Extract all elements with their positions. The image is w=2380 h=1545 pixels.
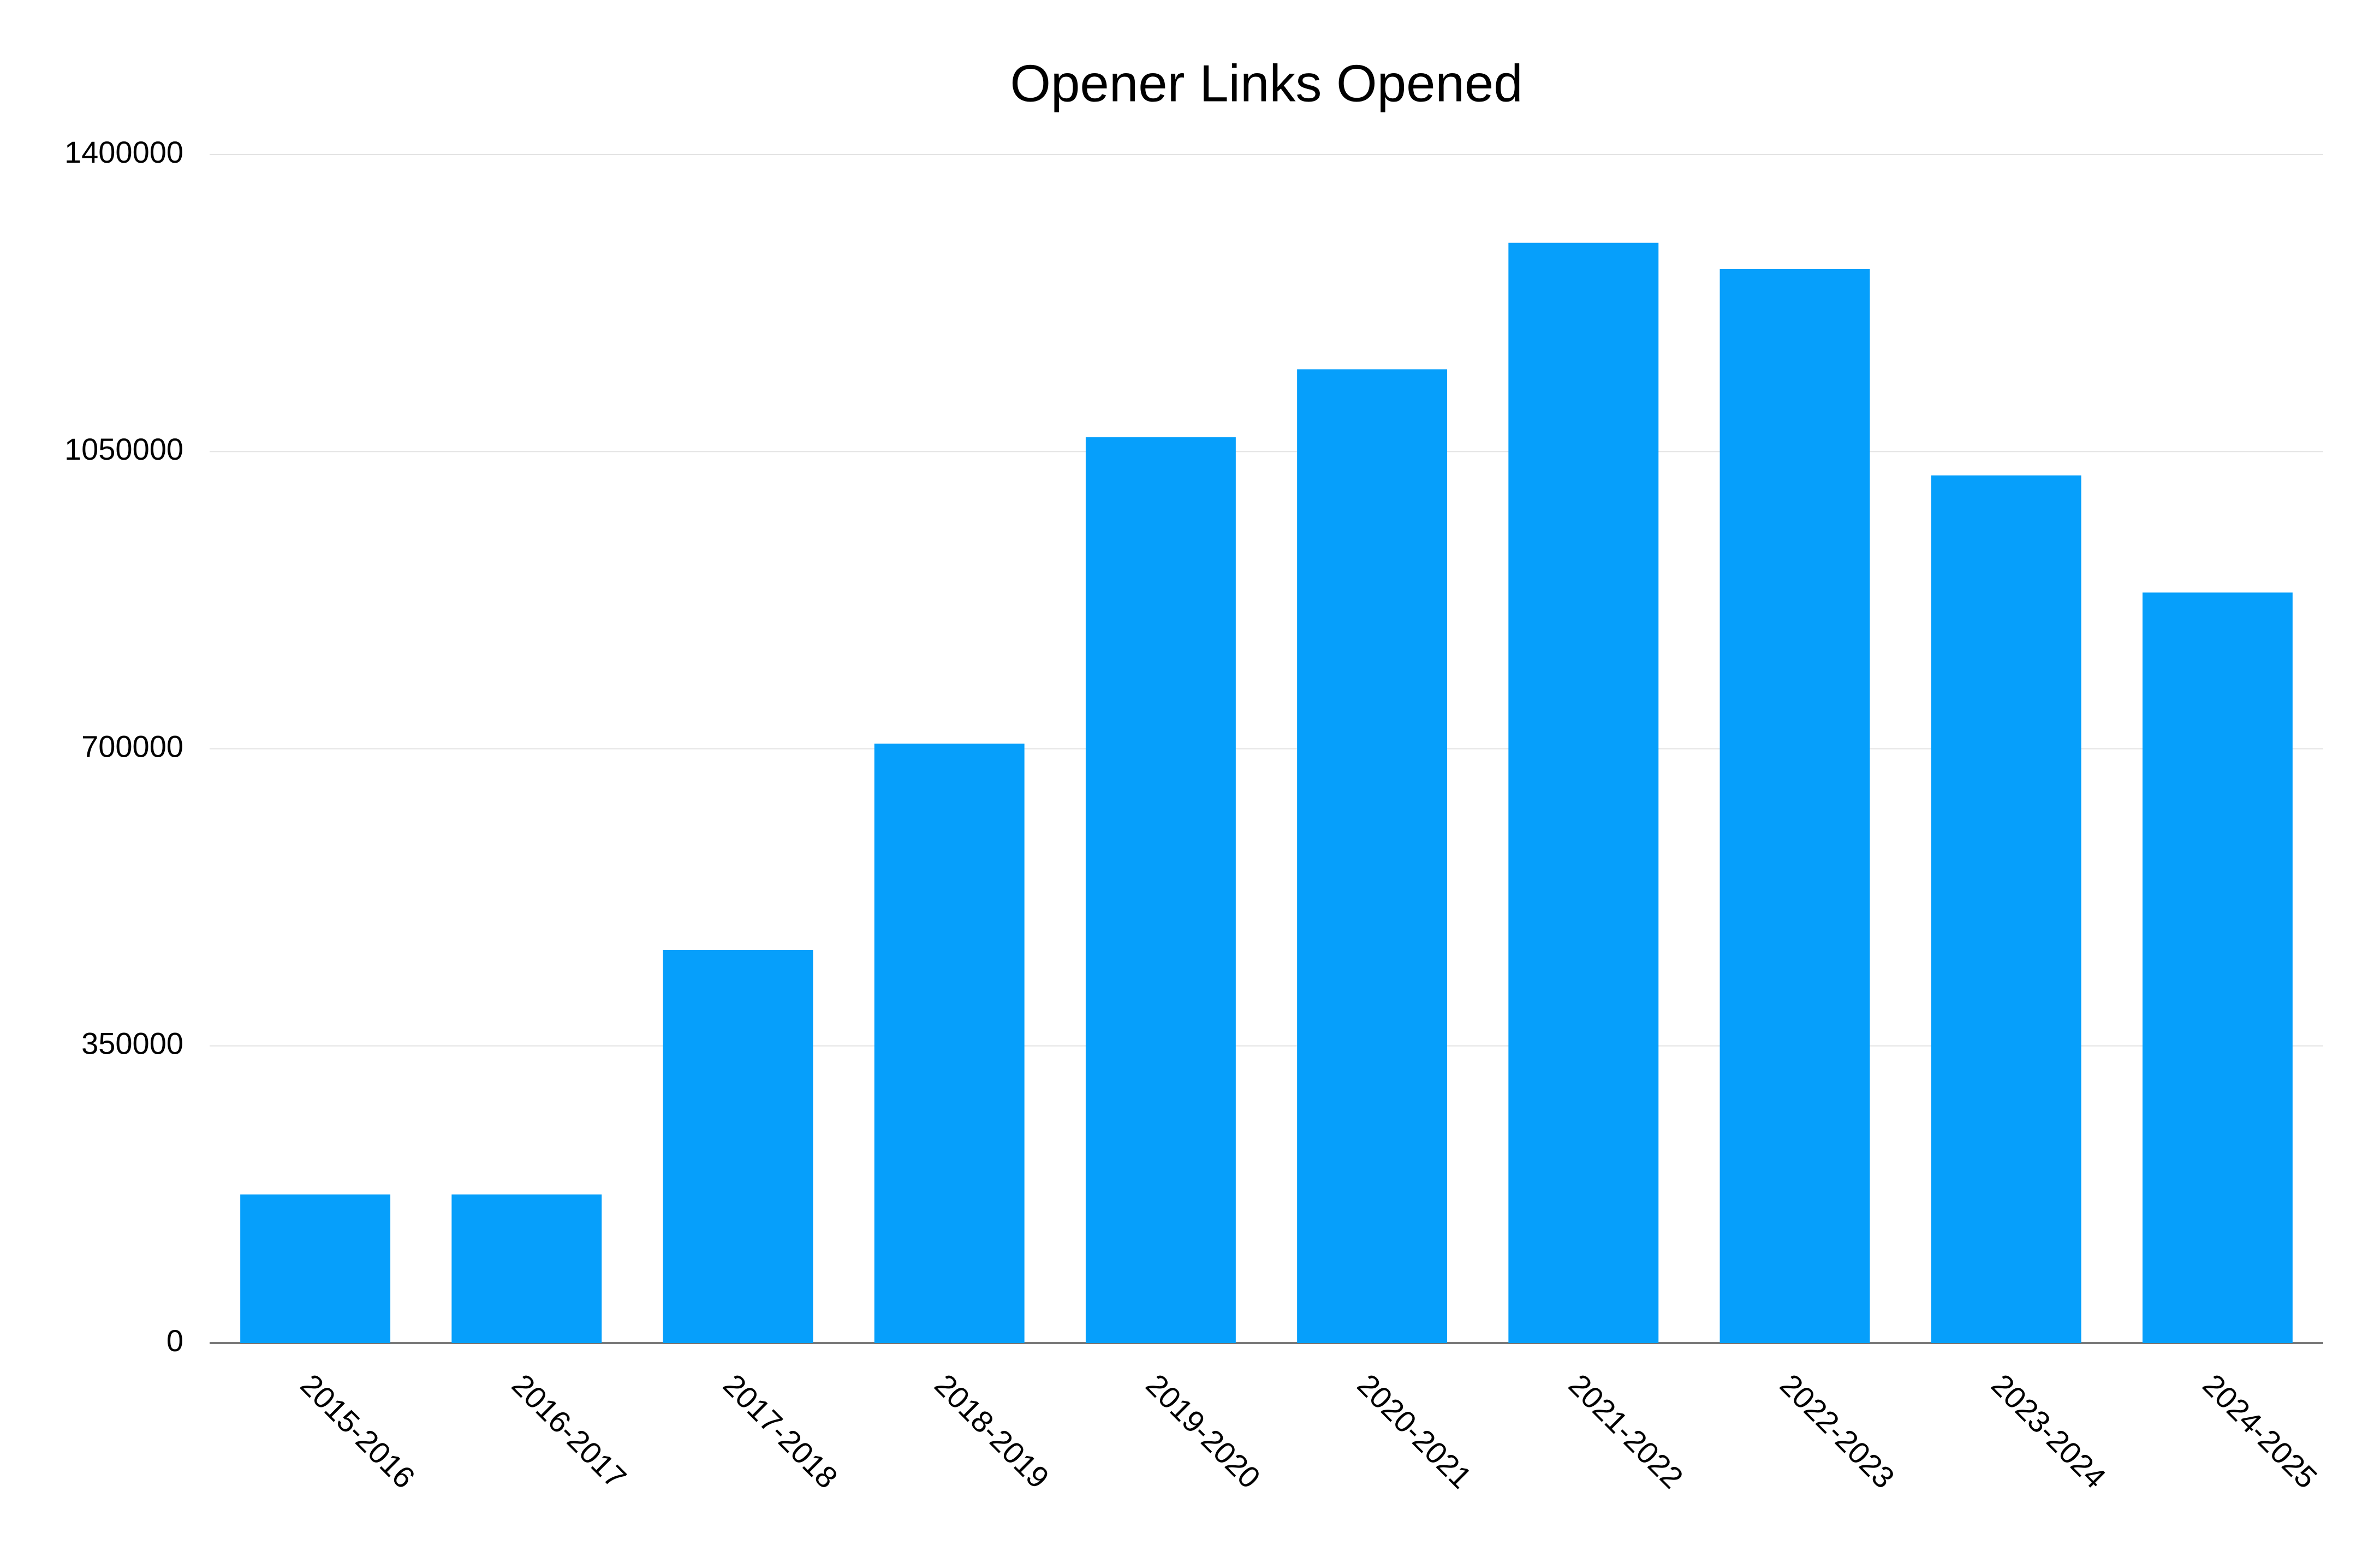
- x-tick-label: 2023-2024: [1985, 1367, 2113, 1495]
- x-tick-label: 2016-2017: [505, 1367, 633, 1495]
- bar: [240, 1194, 391, 1343]
- x-tick-label: 2022-2023: [1774, 1367, 1901, 1495]
- y-tick-label: 1050000: [64, 432, 183, 466]
- x-tick-label: 2024-2025: [2196, 1367, 2324, 1495]
- x-tick-label: 2020-2021: [1351, 1367, 1479, 1495]
- bar: [2142, 592, 2293, 1343]
- bar: [451, 1194, 602, 1343]
- x-tick-label: 2021-2022: [1562, 1367, 1690, 1495]
- y-tick-label: 700000: [81, 729, 183, 763]
- y-tick-label: 1400000: [64, 135, 183, 169]
- y-tick-label: 350000: [81, 1026, 183, 1061]
- x-tick-label: 2017-2018: [717, 1367, 844, 1495]
- bar: [1297, 369, 1448, 1343]
- bar: [1085, 437, 1236, 1344]
- x-tick-label: 2015-2016: [294, 1367, 422, 1495]
- chart-title: Opener Links Opened: [1010, 54, 1522, 112]
- bar: [1508, 242, 1659, 1344]
- x-tick-label: 2018-2019: [928, 1367, 1056, 1495]
- bar: [1931, 475, 2081, 1343]
- bar: [663, 950, 813, 1343]
- bar: [1719, 269, 1870, 1343]
- x-tick-label: 2019-2020: [1139, 1367, 1267, 1495]
- bar: [874, 744, 1025, 1343]
- y-tick-label: 0: [166, 1323, 183, 1358]
